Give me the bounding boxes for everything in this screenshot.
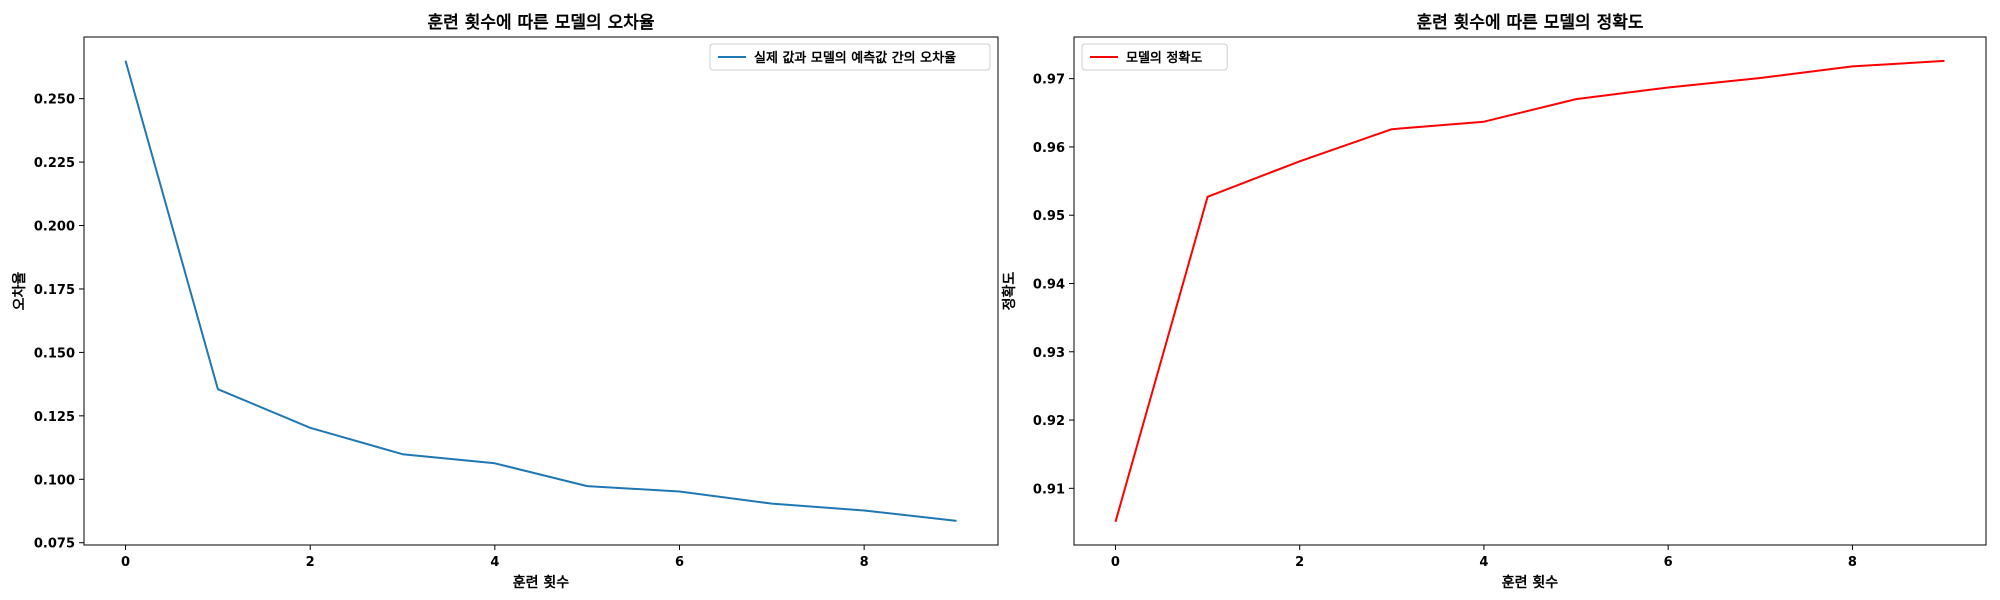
y-tick-label: 0.97 bbox=[1033, 73, 1065, 88]
x-tick-label: 6 bbox=[675, 555, 684, 570]
x-tick-label: 6 bbox=[1664, 555, 1673, 570]
y-tick-label: 0.125 bbox=[34, 410, 75, 425]
y-tick-label: 0.96 bbox=[1033, 141, 1065, 156]
y-tick-label: 0.95 bbox=[1033, 209, 1065, 224]
y-tick-label: 0.92 bbox=[1033, 414, 1065, 429]
chart-panel-2: 0 2 4 6 8 0.91 0.92 0.93 0.94 0.95 0.96 0.97 훈련 횟수에 … bbox=[1001, 12, 1987, 591]
x-axis-label: 훈련 횟수 bbox=[513, 574, 570, 591]
x-tick-label: 0 bbox=[121, 555, 130, 570]
x-tick-label: 4 bbox=[490, 555, 499, 570]
y-tick-label: 0.150 bbox=[34, 346, 75, 361]
y-tick-label: 0.175 bbox=[34, 283, 75, 298]
chart-title: 훈련 횟수에 따른 모델의 오차율 bbox=[428, 12, 655, 33]
x-tick-label: 2 bbox=[306, 555, 315, 570]
y-tick-label: 0.100 bbox=[34, 473, 75, 488]
chart-panel-1: 0 2 4 6 8 0.075 0.100 0.125 0.150 0.175 0.200 0.225… bbox=[11, 12, 999, 591]
y-tick-label: 0.250 bbox=[34, 93, 75, 108]
x-tick-label: 2 bbox=[1295, 555, 1304, 570]
x-tick-label: 8 bbox=[860, 555, 869, 570]
plot-frame bbox=[83, 36, 999, 546]
x-tick-label: 0 bbox=[1111, 555, 1120, 570]
y-tick-label: 0.075 bbox=[34, 537, 75, 552]
x-axis-label: 훈련 횟수 bbox=[1502, 574, 1559, 591]
y-tick-label: 0.200 bbox=[34, 220, 75, 235]
series-line-1 bbox=[124, 60, 957, 522]
legend-label: 실제 값과 모델의 예측값 간의 오차율 bbox=[754, 50, 956, 66]
plot-frame bbox=[1073, 36, 1987, 546]
chart-title: 훈련 횟수에 따른 모델의 정확도 bbox=[1417, 12, 1644, 33]
y-axis-label: 정확도 bbox=[1001, 272, 1018, 311]
legend: 실제 값과 모델의 예측값 간의 오차율 bbox=[709, 43, 991, 71]
legend-label: 모델의 정확도 bbox=[1126, 50, 1202, 66]
y-axis-label: 오차율 bbox=[11, 272, 28, 311]
x-tick-label: 4 bbox=[1479, 555, 1488, 570]
legend-box bbox=[1081, 43, 1228, 71]
y-tick-label: 0.91 bbox=[1033, 482, 1065, 497]
y-tick-label: 0.225 bbox=[34, 156, 75, 171]
series-line-1 bbox=[1114, 59, 1945, 523]
x-tick-label: 8 bbox=[1848, 555, 1857, 570]
y-tick-label: 0.93 bbox=[1033, 346, 1065, 361]
legend-box bbox=[709, 43, 991, 71]
legend: 모델의 정확도 bbox=[1081, 43, 1228, 71]
y-tick-label: 0.94 bbox=[1033, 277, 1065, 292]
